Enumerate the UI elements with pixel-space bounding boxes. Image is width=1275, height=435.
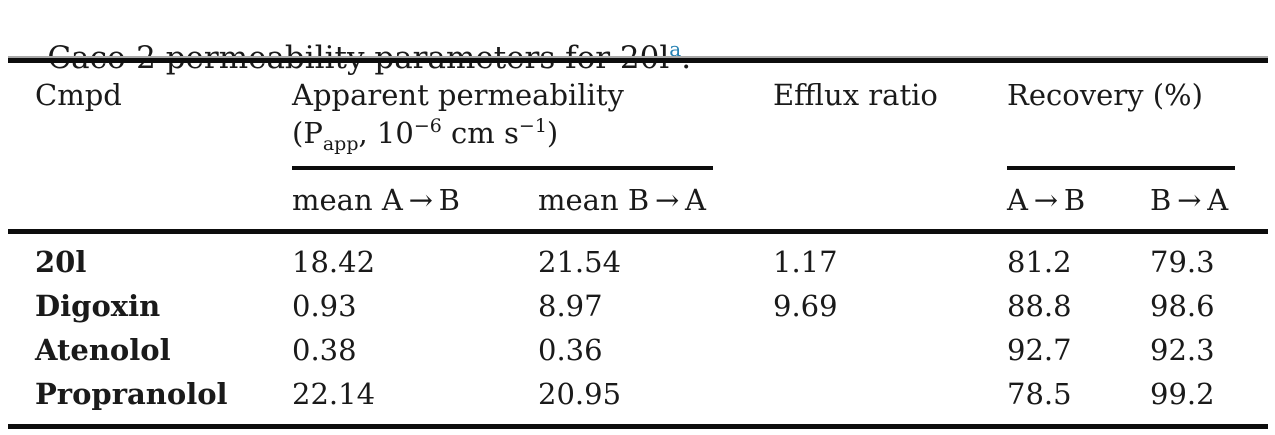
recovery-group-rule (1007, 166, 1235, 170)
header-efflux-ratio: Efflux ratio (773, 78, 938, 112)
cell-efflux-ratio: 9.69 (773, 289, 838, 323)
apparent-permeability-group-rule (292, 166, 713, 170)
cell-recovery-b-to-a: 92.3 (1150, 333, 1215, 367)
table-bottom-rule (8, 424, 1268, 429)
papp-open: (P (292, 116, 323, 150)
subheader-mean-b-to-a: mean B → A (538, 183, 706, 217)
cell-cmpd: 20l (35, 245, 87, 279)
papp-subscript: app (322, 133, 359, 155)
cell-cmpd: Atenolol (35, 333, 171, 367)
cell-mean-a-to-b: 0.38 (292, 333, 357, 367)
cell-mean-a-to-b: 22.14 (292, 377, 376, 411)
header-body-rule (8, 229, 1268, 234)
papp-exponent-1: −1 (518, 115, 547, 137)
footnote-marker-link[interactable]: a (669, 37, 682, 61)
cell-recovery-a-to-b: 88.8 (1007, 289, 1072, 323)
cell-recovery-b-to-a: 79.3 (1150, 245, 1215, 279)
cell-mean-b-to-a: 0.36 (538, 333, 603, 367)
caption-divider-hairline (8, 56, 1268, 58)
cell-mean-b-to-a: 8.97 (538, 289, 603, 323)
papp-comma-ten: , 10 (358, 116, 414, 150)
cell-mean-b-to-a: 21.54 (538, 245, 622, 279)
cell-recovery-b-to-a: 98.6 (1150, 289, 1215, 323)
header-cmpd: Cmpd (35, 78, 122, 112)
cell-recovery-a-to-b: 92.7 (1007, 333, 1072, 367)
papp-close: ) (546, 116, 559, 150)
header-papp-units: (Papp, 10−6 cm s−1) (292, 115, 559, 155)
cell-recovery-a-to-b: 81.2 (1007, 245, 1072, 279)
cell-mean-a-to-b: 0.93 (292, 289, 357, 323)
cell-recovery-a-to-b: 78.5 (1007, 377, 1072, 411)
cell-mean-b-to-a: 20.95 (538, 377, 622, 411)
papp-unit-cm: cm s (441, 116, 519, 150)
cell-recovery-b-to-a: 99.2 (1150, 377, 1215, 411)
cell-efflux-ratio: 1.17 (773, 245, 838, 279)
subheader-mean-a-to-b: mean A → B (292, 183, 460, 217)
header-apparent-permeability: Apparent permeability (292, 78, 624, 112)
header-recovery: Recovery (%) (1007, 78, 1203, 112)
cell-cmpd: Propranolol (35, 377, 228, 411)
subheader-recovery-a-to-b: A → B (1007, 183, 1086, 217)
subheader-recovery-b-to-a: B → A (1150, 183, 1229, 217)
cell-cmpd: Digoxin (35, 289, 161, 323)
table-top-rule (8, 58, 1268, 63)
cell-mean-a-to-b: 18.42 (292, 245, 376, 279)
papp-exponent-6: −6 (413, 115, 442, 137)
